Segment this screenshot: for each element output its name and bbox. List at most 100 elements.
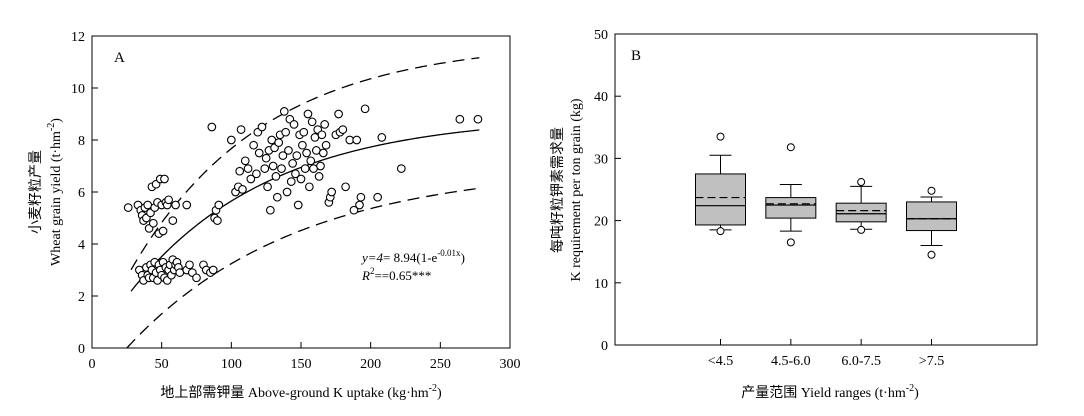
data-point: [327, 187, 337, 197]
box-0: [695, 132, 746, 236]
data-point: [185, 260, 194, 270]
data-point: [238, 185, 247, 194]
data-point: [213, 216, 222, 225]
x-tick-label: 250: [430, 357, 451, 372]
upper-bound-curve: [130, 57, 480, 271]
category-label: >7.5: [919, 354, 944, 369]
data-point: [272, 192, 282, 202]
y-tick-label: 30: [594, 152, 608, 167]
data-point: [341, 182, 350, 192]
data-point: [171, 200, 180, 210]
data-point: [252, 169, 261, 179]
lower-bound-curve: [126, 187, 480, 349]
panel-b-x-axis: <4.5 4.5-6.0 6.0-7.5 >7.5: [708, 339, 944, 369]
panel-b-y-label-en: K requirement per ton grain (kg): [569, 98, 584, 281]
data-point: [236, 125, 246, 134]
data-point: [263, 182, 272, 192]
category-label: <4.5: [708, 354, 733, 369]
data-point: [289, 120, 299, 129]
equation-text: y=4= 8.94(1-e-0.01x): [360, 248, 465, 265]
data-point: [246, 174, 256, 184]
data-point: [299, 127, 309, 137]
y-tick-label: 50: [594, 28, 608, 43]
data-point: [293, 200, 303, 210]
outlier-point: [857, 225, 866, 234]
data-point: [314, 172, 324, 181]
box-iqr: [906, 201, 957, 232]
panel-b-y-axis: 0 10 20 30 40 50: [594, 28, 621, 354]
data-point: [377, 133, 387, 142]
data-point: [182, 200, 192, 210]
data-point: [334, 109, 343, 119]
data-point: [160, 174, 169, 184]
x-tick-label: 0: [89, 357, 96, 372]
data-point: [214, 200, 224, 210]
panel-b: B 0 10 20 30 40 50 <4.5 4.5-6.0 6.0-7.5 >7.5 产量范…: [550, 28, 1038, 401]
panel-a-y-label-en: Wheat grain yield (t·hm-2): [46, 118, 64, 266]
data-point: [321, 140, 331, 150]
data-point: [355, 200, 364, 210]
data-point: [282, 187, 292, 197]
panel-b-frame: [614, 33, 1038, 346]
data-point: [274, 138, 284, 147]
outlier-point: [716, 132, 725, 141]
category-label: 4.5-6.0: [771, 354, 811, 369]
y-tick-label: 20: [594, 215, 608, 230]
outlier-point: [857, 178, 866, 187]
panel-a: A 0 2 4 6 8 10 12 0 50 100 150 200 250 300 y=4= 8.94…: [28, 30, 521, 401]
data-point: [307, 117, 317, 127]
panel-a-points: [123, 104, 483, 285]
data-point: [320, 120, 330, 129]
data-point: [298, 140, 307, 150]
y-tick-label: 40: [594, 90, 608, 105]
y-tick-label: 6: [78, 186, 85, 201]
box-3: [906, 186, 957, 259]
data-point: [317, 130, 327, 140]
box-1: [765, 143, 817, 247]
data-point: [360, 104, 370, 114]
panel-a-y-axis: 0 2 4 6 8 10 12: [71, 30, 98, 357]
data-point: [292, 151, 302, 160]
data-point: [235, 166, 245, 176]
data-point: [373, 192, 382, 202]
data-point: [278, 151, 288, 160]
panel-a-y-label-cn: 小麦籽粒产量: [28, 150, 44, 234]
x-tick-label: 150: [291, 357, 312, 372]
panel-b-x-label: 产量范围 Yield ranges (t·hm-2): [741, 383, 919, 401]
data-point: [288, 159, 297, 168]
data-point: [208, 265, 218, 275]
data-point: [261, 153, 271, 163]
outlier-point: [786, 143, 795, 152]
data-point: [305, 182, 314, 192]
data-point: [455, 114, 465, 124]
y-tick-label: 12: [71, 30, 85, 45]
box-iqr: [765, 197, 817, 219]
y-tick-label: 4: [78, 238, 85, 253]
x-tick-label: 300: [500, 357, 521, 372]
data-point: [352, 135, 362, 145]
outlier-point: [716, 227, 725, 236]
data-point: [268, 161, 278, 171]
data-point: [243, 164, 253, 173]
y-tick-label: 10: [594, 277, 608, 292]
data-point: [284, 146, 293, 155]
data-point: [296, 174, 306, 184]
data-point: [226, 135, 236, 145]
y-tick-label: 10: [71, 82, 85, 97]
panel-a-x-axis: 0 50 100 150 200 250 300: [89, 342, 521, 372]
data-point: [254, 148, 264, 158]
y-tick-label: 2: [78, 290, 85, 305]
data-point: [300, 164, 310, 173]
data-point: [158, 226, 168, 236]
x-tick-label: 100: [221, 357, 242, 372]
data-point: [164, 195, 173, 205]
data-point: [356, 192, 366, 202]
panel-a-frame: [91, 35, 511, 349]
data-point: [302, 148, 311, 158]
data-point: [192, 273, 201, 283]
box-2: [835, 178, 887, 234]
box-iqr: [695, 173, 746, 226]
outlier-point: [927, 250, 936, 259]
panel-b-label: B: [631, 48, 641, 64]
